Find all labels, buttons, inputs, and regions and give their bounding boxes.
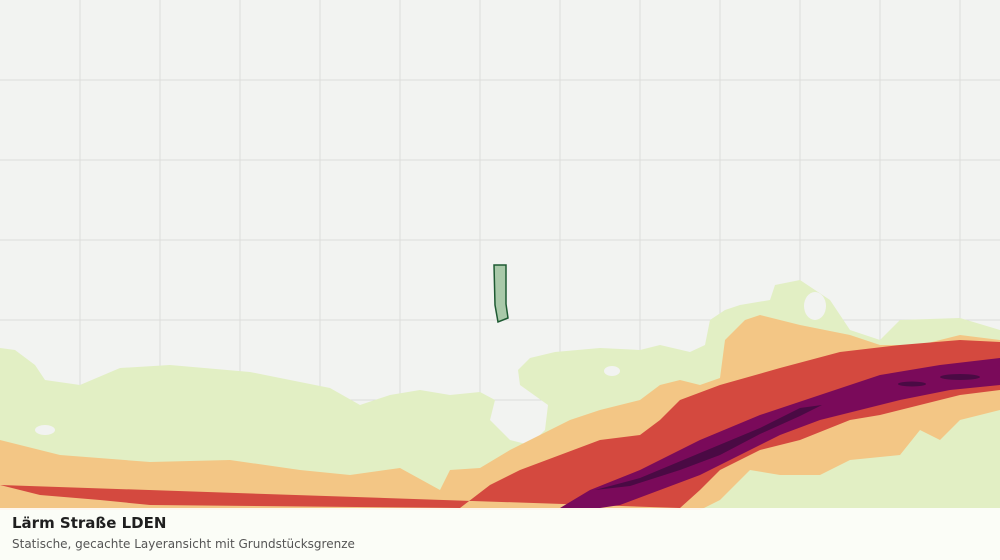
layer-subtitle: Statische, gecachte Layeransicht mit Gru…	[12, 537, 355, 551]
noise-zone-high	[0, 340, 1000, 508]
caption-bar: Lärm Straße LDEN Statische, gecachte Lay…	[0, 508, 1000, 560]
layer-title: Lärm Straße LDEN	[12, 514, 167, 532]
noise-zone-extreme	[940, 374, 980, 380]
gap	[35, 425, 55, 435]
noise-zone-extreme	[898, 381, 926, 387]
gap	[604, 366, 620, 376]
noise-zone-medium	[0, 315, 1000, 510]
noise-zone-extreme	[595, 405, 822, 490]
parcel-boundary	[493, 264, 509, 324]
gap	[804, 292, 826, 320]
